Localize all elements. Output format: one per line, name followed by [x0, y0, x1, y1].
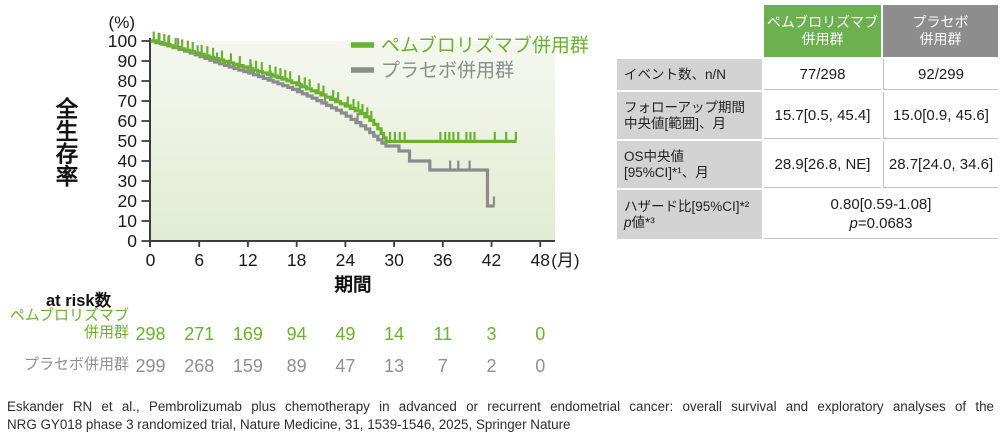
- row-label-line: ハザード比[95%CI]*²: [624, 198, 750, 214]
- row-label-line: フォローアップ期間: [624, 99, 745, 115]
- at-risk-count: 2: [486, 356, 497, 376]
- cell-os-placebo: 28.7[24.0, 34.6]: [883, 141, 998, 188]
- survival-curve-pembrolizumab: [150, 39, 517, 143]
- at-risk-count: 14: [384, 324, 405, 344]
- at-risk-count: 169: [232, 324, 263, 344]
- x-tick-label: 36: [433, 250, 452, 270]
- y-tick-label: 80: [118, 71, 138, 91]
- p-italic: p: [849, 215, 858, 232]
- y-tick-label: 30: [118, 171, 138, 191]
- at-risk-row-label: プラセボ併用群: [23, 356, 129, 373]
- row-label-line: OS中央値: [624, 148, 685, 164]
- legend-label: プラセボ併用群: [381, 60, 514, 82]
- at-risk-count: 49: [335, 324, 356, 344]
- summary-table: ペムブロリズマブ 併用群 プラセボ 併用群 イベント数、n/N 77/298 9…: [617, 5, 998, 239]
- x-unit-label: (月): [551, 251, 579, 270]
- at-risk-count: 7: [437, 356, 448, 376]
- x-tick-label: 6: [194, 250, 204, 270]
- at-risk-count: 299: [135, 356, 166, 376]
- at-risk-count: 11: [433, 324, 453, 344]
- at-risk-count: 271: [184, 324, 215, 344]
- citation-line-1: Eskander RN et al., Pembrolizumab plus c…: [7, 399, 994, 414]
- at-risk-count: 94: [286, 324, 307, 344]
- p-rest: 値*³: [631, 214, 655, 230]
- x-tick-label: 0: [146, 250, 156, 270]
- header-line: プラセボ: [912, 14, 969, 30]
- y-tick-label: 0: [127, 231, 137, 251]
- x-tick-label: 48: [531, 250, 550, 270]
- at-risk-count: 47: [335, 356, 356, 376]
- legend-label: ペムブロリズマブ併用群: [381, 34, 589, 57]
- header-line: 併用群: [919, 31, 962, 47]
- y-tick-label: 40: [118, 151, 138, 171]
- row-label-os-median: OS中央値 [95%CI]*¹、月: [617, 141, 762, 188]
- cell-events-pembro: 77/298: [764, 59, 881, 90]
- at-risk-row-label: ペムブロリズマブ 併用群: [9, 307, 129, 341]
- row-label-events: イベント数、n/N: [617, 59, 762, 90]
- at-risk-count: 268: [184, 356, 215, 376]
- y-tick-label: 50: [118, 131, 138, 151]
- y-tick-label: 90: [118, 51, 138, 71]
- y-tick-label: 10: [118, 211, 138, 231]
- cell-os-pembro: 28.9[26.8, NE]: [764, 141, 881, 188]
- summary-table-corner-cell: [617, 5, 762, 57]
- cell-followup-pembro: 15.7[0.5, 45.4]: [764, 92, 881, 139]
- x-tick-label: 42: [482, 250, 501, 270]
- summary-table-header-pembrolizumab: ペムブロリズマブ 併用群: [764, 5, 881, 57]
- hr-value: 0.80[0.59-1.08]: [830, 196, 932, 213]
- y-axis-title: 全生存率: [55, 96, 79, 190]
- at-risk-count: 298: [135, 324, 166, 344]
- y-tick-label: 20: [118, 191, 138, 211]
- header-line: 併用群: [801, 31, 844, 47]
- cell-hazard-ratio: 0.80[0.59-1.08] p=0.0683: [764, 190, 998, 239]
- p-value: p=0.0683: [850, 214, 913, 233]
- row-label-followup: フォローアップ期間 中央値[範囲]、月: [617, 92, 762, 139]
- y-unit-label: (%): [109, 13, 135, 32]
- y-tick-label: 60: [118, 111, 138, 131]
- at-risk-count: 13: [384, 356, 405, 376]
- at-risk-count: 0: [535, 356, 546, 376]
- y-tick-label: 70: [118, 91, 138, 111]
- row-label-line: p値*³: [624, 215, 655, 231]
- summary-table-header-placebo: プラセボ 併用群: [883, 5, 998, 57]
- y-tick-label: 100: [108, 31, 137, 51]
- row-label-line: イベント数、n/N: [624, 66, 727, 82]
- x-tick-label: 24: [336, 250, 356, 270]
- x-tick-label: 30: [384, 250, 404, 270]
- at-risk-count: 3: [486, 324, 497, 344]
- cell-followup-placebo: 15.0[0.9, 45.6]: [883, 92, 998, 139]
- citation: Eskander RN et al., Pembrolizumab plus c…: [7, 398, 994, 433]
- x-tick-label: 12: [238, 250, 257, 270]
- row-label-hazard-ratio: ハザード比[95%CI]*² p値*³: [617, 190, 762, 239]
- row-label-line: [95%CI]*¹、月: [624, 164, 709, 180]
- x-axis-title: 期間: [334, 274, 371, 295]
- cell-events-placebo: 92/299: [883, 59, 998, 90]
- at-risk-count: 0: [535, 324, 546, 344]
- at-risk-count: 89: [286, 356, 307, 376]
- x-tick-label: 18: [287, 250, 306, 270]
- row-label-line: 中央値[範囲]、月: [624, 115, 727, 131]
- at-risk-count: 159: [232, 356, 263, 376]
- p-italic: p: [624, 214, 632, 230]
- header-line: ペムブロリズマブ: [766, 14, 879, 30]
- citation-line-2: NRG GY018 phase 3 randomized trial, Natu…: [7, 416, 571, 432]
- p-rest: =0.0683: [857, 215, 913, 232]
